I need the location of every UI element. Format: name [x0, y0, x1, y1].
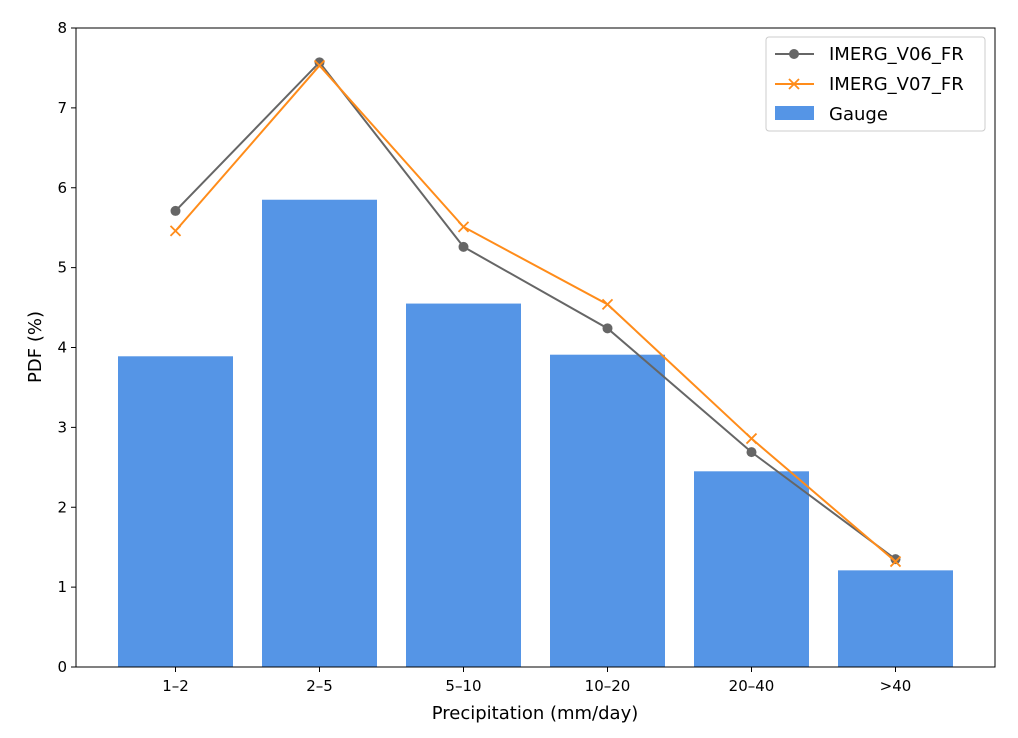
y-tick-label-6: 6	[57, 179, 67, 197]
x-axis: 1–2 2–5 5–10 10–20 20–40 >40	[162, 667, 911, 695]
x-tick-label-2: 5–10	[445, 677, 481, 695]
lines-group	[169, 57, 902, 568]
point-series1-2	[457, 221, 470, 233]
x-tick-label-4: 20–40	[729, 677, 775, 695]
point-series0-4	[746, 447, 757, 458]
point-series1-4	[745, 432, 758, 445]
series-line-1	[174, 64, 897, 563]
legend: IMERG_V06_FR IMERG_V07_FR Gauge	[765, 36, 986, 132]
bar-gauge-1	[262, 199, 377, 667]
legend-label-v06: IMERG_V06_FR	[829, 44, 964, 65]
legend-box	[765, 36, 986, 132]
bars-group	[118, 199, 953, 667]
series-line-0	[174, 60, 897, 560]
x-tick-label-5: >40	[880, 677, 912, 695]
y-tick-label-7: 7	[57, 99, 67, 117]
x-tick-label-3: 10–20	[585, 677, 631, 695]
y-axis-label: PDF (%)	[25, 311, 46, 383]
legend-gauge-swatch	[775, 106, 814, 120]
y-tick-label-4: 4	[57, 339, 67, 357]
x-axis-label: Precipitation (mm/day)	[432, 703, 639, 724]
point-series0-5	[890, 554, 901, 565]
legend-label-gauge: Gauge	[829, 104, 888, 125]
bar-gauge-0	[118, 356, 233, 667]
y-tick-label-1: 1	[57, 578, 67, 596]
y-axis: 0 1 2 3 4 5 6 7 8	[57, 19, 76, 676]
x-tick-label-0: 1–2	[162, 677, 189, 695]
legend-v06-marker	[789, 49, 799, 59]
y-tick-label-2: 2	[57, 498, 67, 516]
bar-gauge-3	[550, 354, 665, 667]
point-series1-3	[601, 298, 614, 311]
point-series0-3	[602, 323, 613, 334]
legend-label-v07: IMERG_V07_FR	[829, 74, 964, 95]
point-series1-1	[313, 59, 326, 72]
point-series1-5	[889, 555, 902, 568]
x-tick-label-1: 2–5	[306, 677, 333, 695]
bar-gauge-2	[406, 303, 521, 667]
point-series1-0	[169, 225, 182, 237]
point-series0-1	[314, 57, 325, 68]
point-series0-2	[458, 241, 469, 252]
point-series0-0	[170, 205, 181, 216]
bar-gauge-5	[838, 570, 953, 667]
bar-gauge-4	[694, 471, 809, 667]
y-tick-label-3: 3	[57, 418, 67, 436]
y-tick-label-5: 5	[57, 259, 67, 277]
y-tick-label-8: 8	[57, 19, 67, 37]
legend-v07-marker	[788, 78, 800, 90]
y-tick-label-0: 0	[57, 658, 67, 676]
